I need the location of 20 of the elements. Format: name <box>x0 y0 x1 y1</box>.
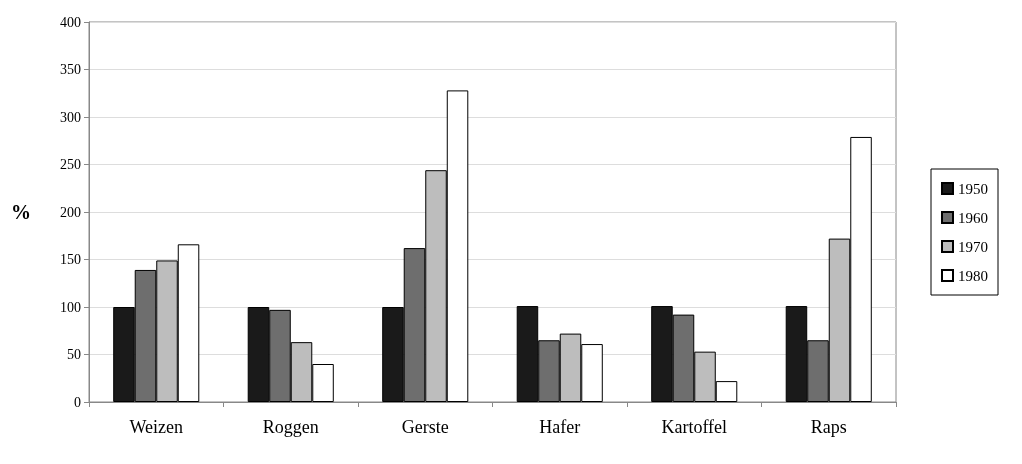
y-tick-label: 300 <box>60 109 81 125</box>
x-tick-label: Raps <box>810 417 847 437</box>
x-tick-label: Hafer <box>539 417 581 437</box>
legend-label: 1950 <box>958 180 988 197</box>
legend-label: 1980 <box>958 267 988 284</box>
x-tick-label: Roggen <box>262 417 319 437</box>
y-tick-label: 400 <box>60 14 81 30</box>
x-tick-label: Weizen <box>129 417 184 437</box>
y-tick-label: 350 <box>60 62 81 77</box>
legend-label: 1960 <box>958 209 988 226</box>
x-tick-label: Kartoffel <box>661 417 728 437</box>
y-tick-label: 0 <box>74 394 81 410</box>
legend-label: 1970 <box>958 238 988 255</box>
y-axis-title: % <box>11 201 31 223</box>
y-tick-label: 200 <box>60 204 81 220</box>
y-tick-label: 250 <box>60 157 81 172</box>
y-tick-label: 50 <box>67 347 81 362</box>
y-tick-label: 100 <box>60 299 81 315</box>
x-tick-label: Gerste <box>401 417 449 437</box>
y-tick-label: 150 <box>60 252 81 267</box>
